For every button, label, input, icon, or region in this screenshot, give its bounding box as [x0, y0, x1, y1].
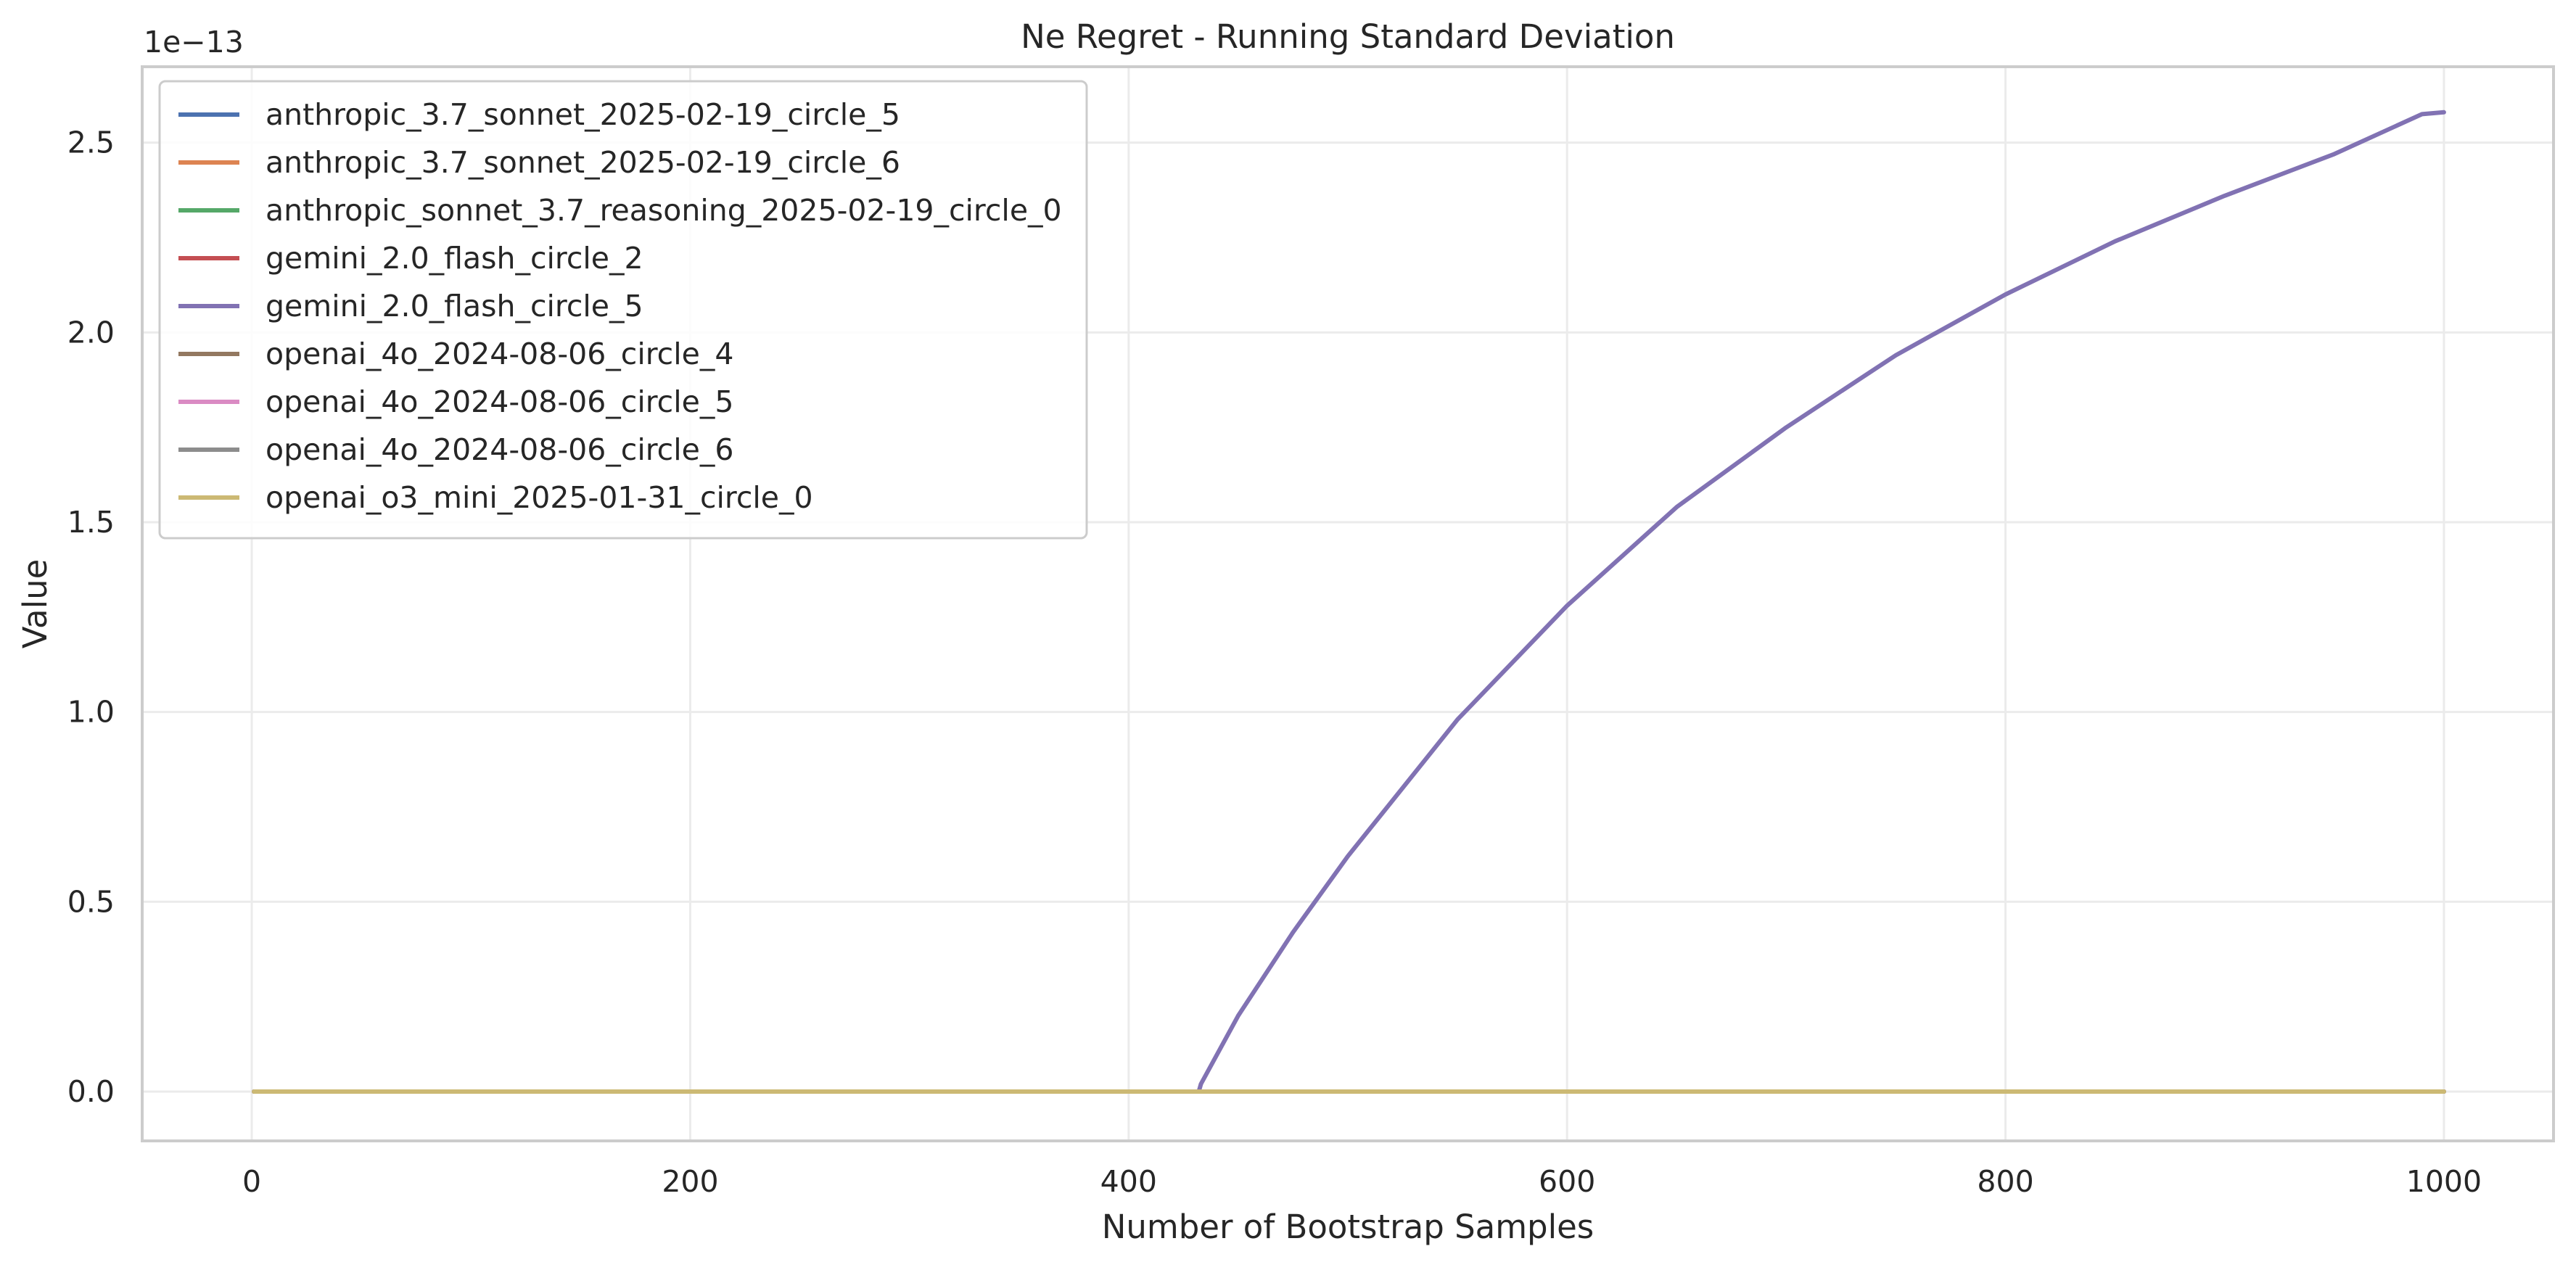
- legend-entry-label: anthropic_3.7_sonnet_2025-02-19_circle_5: [266, 97, 900, 132]
- x-tick-label: 800: [1977, 1164, 2033, 1199]
- x-axis-ticks: 0 200 400 600 800 1000: [242, 1164, 2482, 1199]
- series-line-5: [252, 110, 2446, 1094]
- y-tick-label: 1.0: [67, 695, 115, 730]
- y-axis-label: Value: [16, 559, 54, 649]
- legend-entry-label: anthropic_3.7_sonnet_2025-02-19_circle_6: [266, 145, 900, 180]
- series-lines: [252, 110, 2446, 1094]
- y-tick-label: 2.5: [67, 125, 115, 160]
- legend-entry-label: openai_4o_2024-08-06_circle_4: [266, 337, 733, 371]
- x-tick-label: 0: [242, 1164, 261, 1199]
- legend-entry-label: openai_o3_mini_2025-01-31_circle_0: [266, 480, 813, 515]
- x-tick-label: 400: [1100, 1164, 1157, 1199]
- x-tick-label: 600: [1539, 1164, 1595, 1199]
- y-axis-ticks: 0.0 0.5 1.0 1.5 2.0 2.5: [67, 125, 115, 1109]
- legend-entry-label: openai_4o_2024-08-06_circle_5: [266, 384, 733, 419]
- legend-box: [158, 80, 1088, 540]
- chart-title: Ne Regret - Running Standard Deviation: [1021, 17, 1675, 56]
- x-tick-label: 1000: [2406, 1164, 2482, 1199]
- plot-frame: [141, 65, 2555, 1142]
- legend-entry-label: openai_4o_2024-08-06_circle_6: [266, 432, 733, 467]
- legend-entry-label: anthropic_sonnet_3.7_reasoning_2025-02-1…: [266, 193, 1062, 228]
- y-axis-offset-label: 1e−13: [144, 25, 244, 59]
- x-tick-label: 200: [662, 1164, 718, 1199]
- y-tick-label: 0.0: [67, 1074, 115, 1109]
- legend-entry-label: gemini_2.0_flash_circle_2: [266, 241, 643, 276]
- y-tick-label: 1.5: [67, 505, 115, 540]
- y-tick-label: 2.0: [67, 315, 115, 350]
- x-axis-label: Number of Bootstrap Samples: [1102, 1208, 1594, 1246]
- legend-entry-label: gemini_2.0_flash_circle_5: [266, 289, 643, 323]
- legend: anthropic_3.7_sonnet_2025-02-19_circle_5…: [158, 80, 1088, 540]
- y-tick-label: 0.5: [67, 884, 115, 919]
